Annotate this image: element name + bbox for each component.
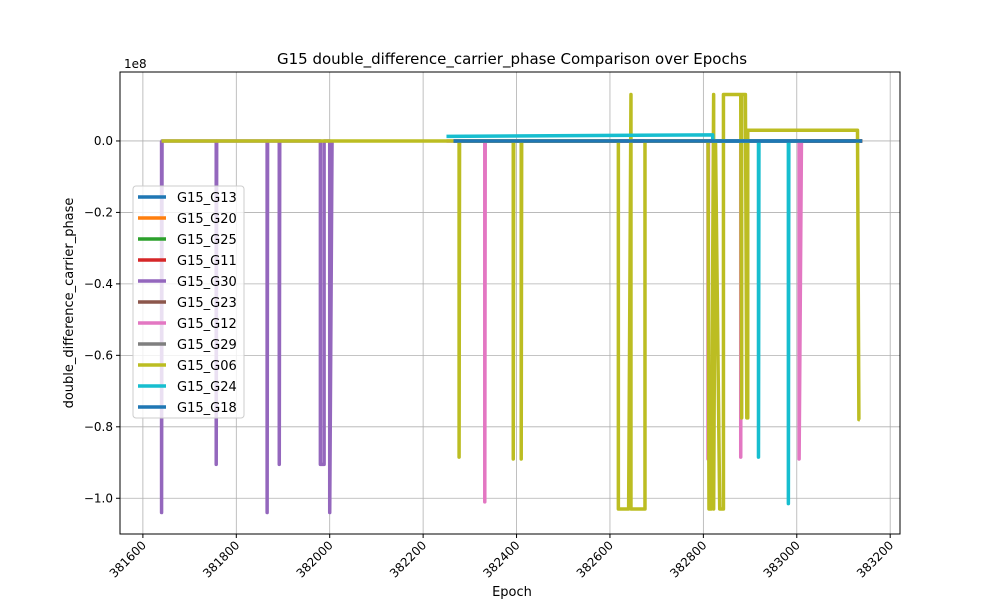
x-tick-label: 381800	[200, 538, 242, 580]
y-tick-label: 0.0	[94, 134, 113, 148]
legend-label: G15_G18	[177, 401, 237, 416]
legend-box	[132, 185, 245, 419]
legend-label: G15_G12	[177, 317, 237, 332]
y-tick-label: −1.0	[84, 491, 113, 505]
y-offset-label: 1e8	[124, 57, 147, 71]
x-tick-label: 383000	[761, 538, 803, 580]
legend-label: G15_G24	[177, 380, 237, 395]
legend-label: G15_G25	[177, 233, 237, 248]
y-tick-label: −0.4	[84, 277, 113, 291]
y-tick-label: −0.8	[84, 420, 113, 434]
x-tick-label: 381600	[107, 538, 149, 580]
x-tick-label: 382400	[480, 538, 522, 580]
x-tick-label: 382000	[294, 538, 336, 580]
y-tick-label: −0.6	[84, 348, 113, 362]
x-axis-label: Epoch	[492, 585, 532, 600]
legend-label: G15_G13	[177, 191, 237, 206]
y-axis-label: double_difference_carrier_phase	[62, 198, 77, 409]
y-tick-label: −0.2	[84, 205, 113, 219]
series-line	[446, 133, 797, 506]
plot-frame	[119, 71, 901, 535]
legend-label: G15_G11	[177, 254, 237, 269]
legend: G15_G13 G15_G20 G15_G25 G15_G11 G15_G30 G15_G…	[132, 185, 245, 419]
x-tick-label: 382200	[387, 538, 429, 580]
legend-label: G15_G23	[177, 296, 237, 311]
x-tick-label: 382800	[667, 538, 709, 580]
x-tick-label: 382600	[574, 538, 616, 580]
legend-label: G15_G20	[177, 212, 237, 227]
legend-label: G15_G30	[177, 275, 237, 290]
legend-label: G15_G29	[177, 338, 237, 353]
chart-title: G15 double_difference_carrier_phase Comp…	[277, 50, 747, 69]
x-tick-label: 383200	[854, 538, 896, 580]
plot-lines	[159, 92, 863, 515]
legend-label: G15_G06	[177, 359, 237, 374]
